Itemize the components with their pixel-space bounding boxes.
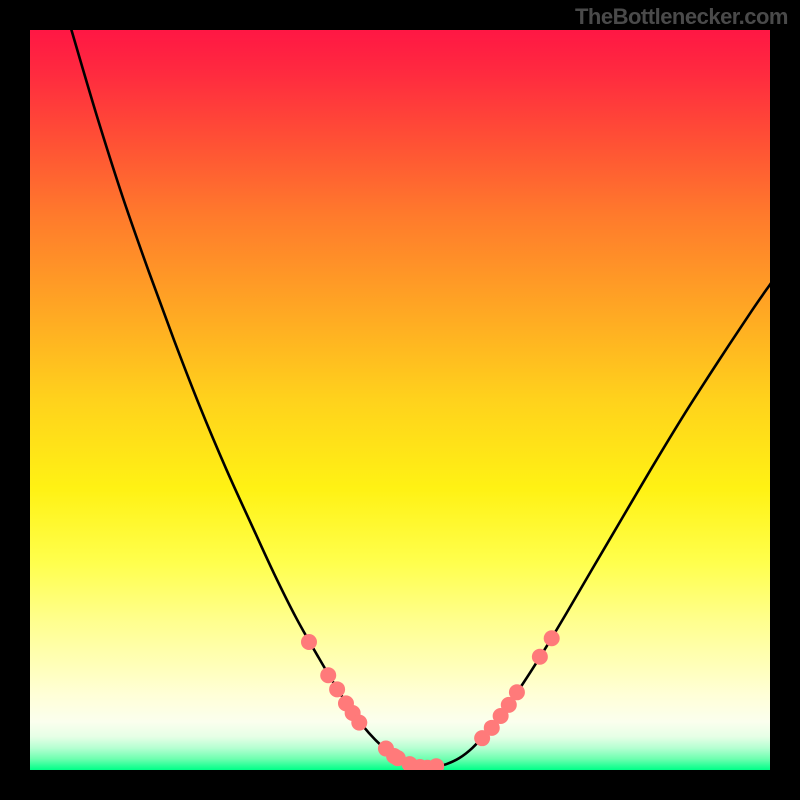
chart-container: { "canvas": { "width": 800, "height": 80… <box>0 0 800 800</box>
curve-gradient-background <box>30 30 770 770</box>
plot-area <box>30 30 770 770</box>
watermark-text: TheBottlenecker.com <box>575 4 788 30</box>
